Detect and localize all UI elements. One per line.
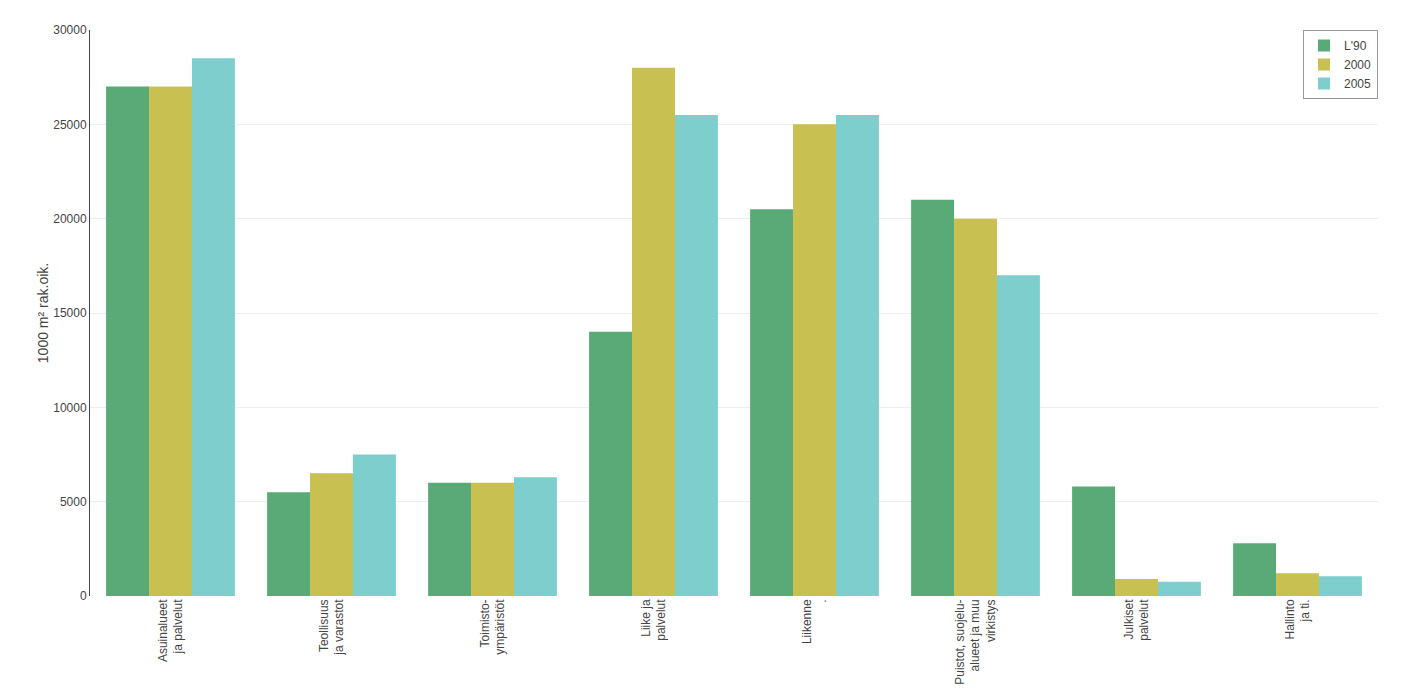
svg-text:Asuinalueetja palvelut: Asuinalueetja palvelut [156, 599, 186, 662]
svg-text:10000: 10000 [53, 401, 87, 415]
svg-text:Liikenne.: Liikenne. [800, 599, 830, 644]
svg-text:0: 0 [80, 589, 87, 603]
svg-text:30000: 30000 [53, 23, 87, 37]
svg-text:Teollisuusja varastot: Teollisuusja varastot [317, 599, 347, 656]
svg-text:Hallintoja ti.: Hallintoja ti. [1283, 599, 1313, 639]
svg-text:5000: 5000 [60, 495, 87, 509]
svg-text:L'90: L'90 [1344, 39, 1367, 53]
svg-text:25000: 25000 [53, 118, 87, 132]
svg-text:Puistot, suojelu-alueet ja muu: Puistot, suojelu-alueet ja muuvirkistys [953, 599, 998, 684]
svg-text:2005: 2005 [1344, 77, 1371, 91]
svg-text:Julkisetpalvelut: Julkisetpalvelut [1122, 599, 1152, 641]
svg-text:1000 m² rak.oik.: 1000 m² rak.oik. [35, 263, 51, 363]
svg-text:15000: 15000 [53, 306, 87, 320]
svg-text:20000: 20000 [53, 212, 87, 226]
svg-text:Liike japalvelut: Liike japalvelut [639, 599, 669, 641]
svg-text:Toimisto-ympäristöt: Toimisto-ympäristöt [478, 599, 508, 655]
svg-text:2000: 2000 [1344, 58, 1371, 72]
